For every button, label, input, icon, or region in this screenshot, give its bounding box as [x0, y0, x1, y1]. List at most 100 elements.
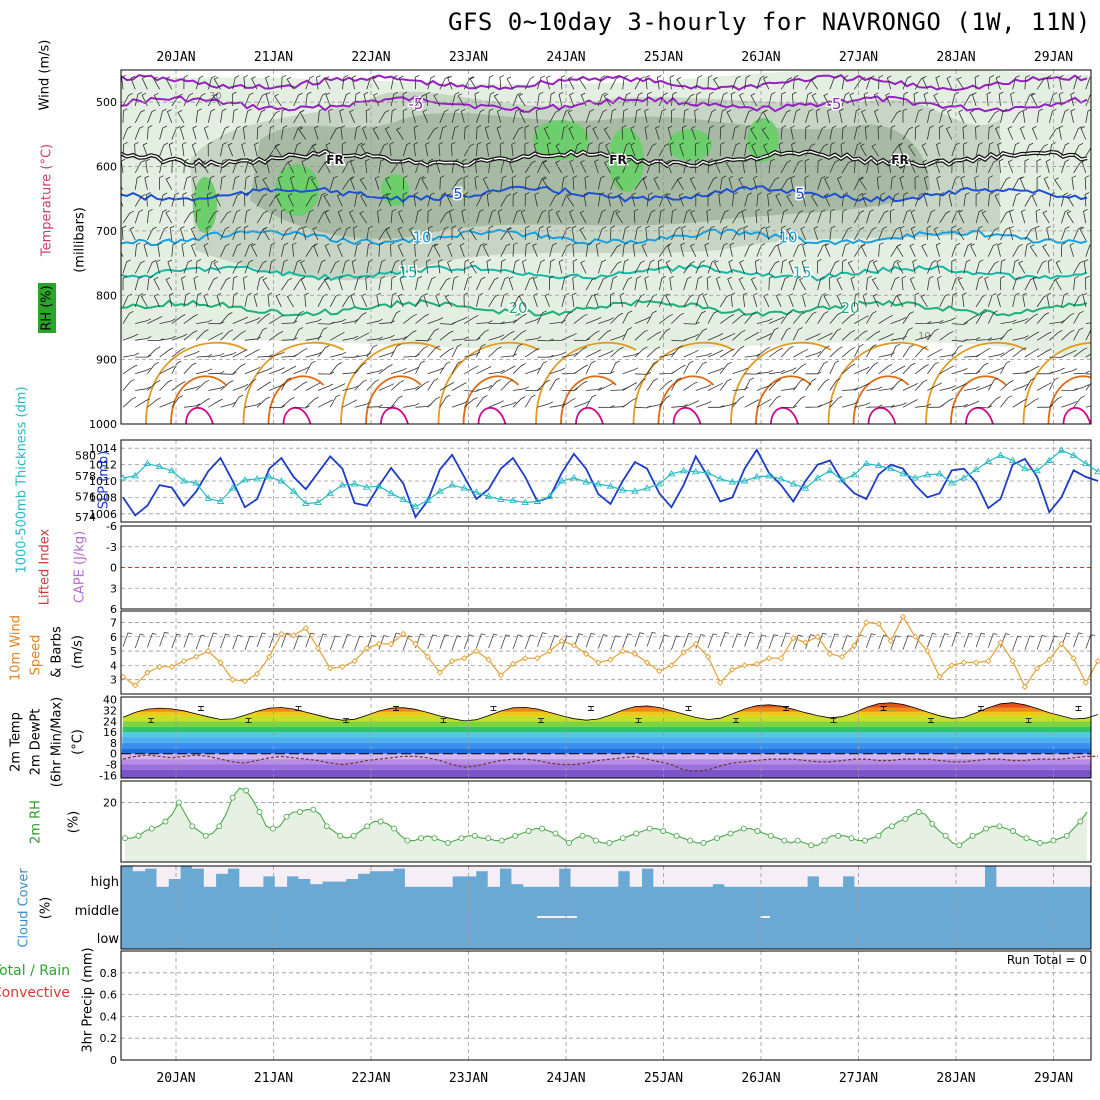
- wind10m-barb: [476, 633, 486, 649]
- wind-barb: [378, 110, 390, 123]
- wind-barb: [122, 378, 135, 391]
- wind10m-point: [741, 662, 748, 669]
- thickness-point: [801, 484, 810, 491]
- wind-barb: [1036, 175, 1042, 190]
- wind-barb: [634, 293, 645, 308]
- wind-barb: [742, 158, 747, 174]
- wind-barb: [994, 193, 1001, 207]
- wind-barb: [607, 192, 613, 207]
- wind-barb: [927, 328, 939, 341]
- wind-barb: [939, 365, 955, 375]
- wind-barb: [488, 334, 505, 341]
- wind-barb: [425, 91, 431, 107]
- wind-barb: [1073, 126, 1083, 140]
- warm-isotherm-arc: [437, 341, 539, 424]
- wind-barb: [266, 158, 271, 174]
- wind10m-point: [1009, 657, 1016, 665]
- warm-isotherm-arc: [657, 375, 715, 424]
- wind-barb: [268, 125, 275, 140]
- wind-barb: [402, 175, 408, 190]
- wind-barb: [268, 143, 281, 157]
- wind-barb: [790, 175, 796, 190]
- wind-barb: [451, 382, 467, 391]
- wind-barb: [923, 192, 929, 207]
- wind-barb: [945, 126, 953, 140]
- wind10m-point: [509, 660, 517, 668]
- wind-barb: [719, 141, 725, 157]
- wind-barb: [293, 259, 302, 274]
- rh2m-point: [700, 839, 707, 846]
- wind-barb: [316, 75, 321, 90]
- wind-barb: [902, 344, 914, 358]
- cloud-high-bar: [1020, 866, 1033, 887]
- wind-barb: [610, 312, 624, 324]
- cloud-high-bar: [1031, 866, 1045, 887]
- wind-barb: [792, 312, 806, 324]
- wind10m-point: [619, 647, 626, 655]
- wind-barb: [171, 158, 177, 174]
- wind-barb: [244, 208, 251, 224]
- wind-barb: [951, 92, 959, 107]
- isotherm-line: [121, 228, 1088, 247]
- wind10m-point: [363, 645, 370, 652]
- wind10m-point: [570, 642, 578, 649]
- wind-barb: [317, 108, 324, 123]
- wind-barb: [707, 367, 724, 375]
- wind-barb: [500, 353, 517, 358]
- wind-barb: [866, 75, 875, 90]
- wind-barb: [1000, 347, 1015, 358]
- wind-barb: [890, 192, 900, 207]
- wind-barb: [632, 242, 638, 257]
- wind-barb: [1022, 292, 1027, 307]
- thickness-point: [996, 451, 1005, 458]
- wind-barb: [847, 260, 855, 274]
- wind-barb: [390, 259, 400, 274]
- wind-barb: [725, 160, 733, 174]
- wind-barb: [256, 381, 272, 391]
- wind-barb: [451, 125, 459, 140]
- wind-barb: [683, 400, 699, 408]
- wind-barb: [853, 343, 864, 358]
- wind-barb: [359, 210, 368, 224]
- wind-barb: [890, 365, 906, 375]
- wind-barb: [669, 142, 675, 157]
- wind-barb: [695, 260, 706, 274]
- wind-barb: [134, 276, 143, 291]
- wind-barb: [447, 243, 453, 257]
- wind-barb: [1055, 260, 1062, 274]
- wind-barb: [720, 332, 736, 341]
- wind-barb: [451, 108, 460, 123]
- wind-barb: [775, 193, 782, 207]
- wind-barb: [488, 225, 494, 240]
- date-label-bottom: 24JAN: [546, 1071, 585, 1086]
- wind-barb: [141, 76, 148, 90]
- wind-barb: [293, 92, 303, 107]
- wind-barb: [354, 362, 367, 375]
- wind-barb: [641, 243, 648, 257]
- wind-barb: [415, 360, 425, 374]
- wind-barb: [142, 142, 148, 157]
- wind-barb: [817, 400, 833, 408]
- wind-barb: [244, 192, 249, 207]
- wind-barb: [546, 225, 552, 240]
- wind-barb: [446, 259, 453, 274]
- wind-barb: [866, 344, 877, 358]
- wind-barb: [1037, 404, 1054, 408]
- wind-barb: [622, 382, 638, 391]
- wind-barb: [171, 192, 180, 207]
- wind-barb: [439, 192, 447, 207]
- wind-barb: [171, 395, 184, 408]
- wind-barb: [1024, 74, 1030, 90]
- wind-barb: [372, 126, 380, 140]
- wind-barb: [402, 108, 408, 123]
- wind-barb: [970, 243, 977, 257]
- wind-barb: [572, 275, 577, 291]
- wind-barb: [518, 93, 526, 107]
- wind-barb: [181, 242, 187, 257]
- wind-barb: [256, 313, 271, 324]
- wind10m-barb: [1061, 632, 1071, 648]
- hot-isotherm-arc: [1062, 406, 1091, 424]
- wind-barb: [683, 321, 700, 325]
- wind-barb: [365, 108, 371, 123]
- wind10m-point: [875, 620, 882, 628]
